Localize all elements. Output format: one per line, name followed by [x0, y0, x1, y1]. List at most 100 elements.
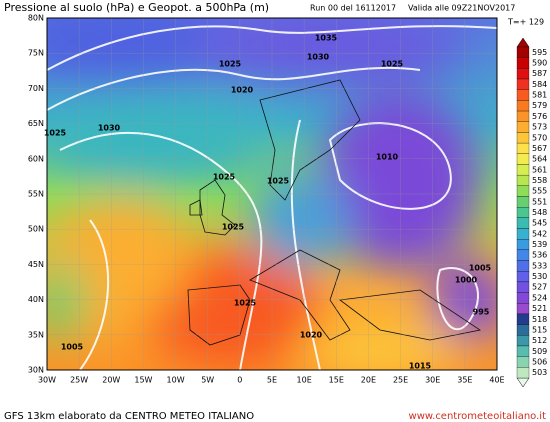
colorbar-label: 545 — [532, 219, 547, 228]
colorbar-label: 527 — [532, 283, 547, 292]
colorbar-swatch — [516, 185, 530, 197]
colorbar-label: 542 — [532, 229, 547, 238]
run: Run 00 del 16112017 — [310, 4, 396, 13]
isobar-label: 995 — [473, 308, 490, 317]
colorbar-swatch — [516, 57, 530, 69]
isobar-label: 1025 — [234, 299, 257, 308]
lat-label: 30N — [28, 366, 44, 375]
colorbar-label: 539 — [532, 240, 547, 249]
colorbar-swatch — [516, 121, 530, 133]
valid: Valida alle 09Z21NOV2017 — [408, 4, 515, 13]
colorbar-label: 506 — [532, 357, 547, 366]
colorbar-swatch — [516, 110, 530, 122]
colorbar-swatch — [516, 142, 530, 154]
lon-label: 30E — [425, 376, 440, 385]
isobar-label: 1025 — [213, 173, 236, 182]
colorbar-swatch — [516, 292, 530, 304]
title: Pressione al suolo (hPa) e Geopot. a 500… — [4, 1, 269, 14]
footer-left: GFS 13km elaborato da CENTRO METEO ITALI… — [4, 411, 254, 422]
map-frame — [46, 17, 498, 371]
footer-right: www.centrometeoitaliano.it — [409, 411, 547, 422]
colorbar-label: 564 — [532, 155, 547, 164]
colorbar-swatch — [516, 164, 530, 176]
colorbar-swatch — [516, 132, 530, 144]
lat-label: 75N — [28, 49, 44, 58]
colorbar-swatch — [516, 281, 530, 293]
colorbar-label: 536 — [532, 251, 547, 260]
isobar-label: 1020 — [300, 331, 323, 340]
colorbar-label: 521 — [532, 304, 547, 313]
lon-label: 20W — [102, 376, 120, 385]
colorbar-swatch — [516, 345, 530, 357]
colorbar-label: 530 — [532, 272, 547, 281]
colorbar-swatch — [516, 100, 530, 112]
lat-label: 35N — [28, 330, 44, 339]
isobar-label: 1015 — [409, 362, 432, 371]
colorbar-label: 555 — [532, 187, 547, 196]
map-field — [47, 18, 497, 370]
colorbar-label: 573 — [532, 123, 547, 132]
isobar-label: 1010 — [376, 153, 399, 162]
colorbar-label: 595 — [532, 48, 547, 57]
colorbar-arrow-bottom — [516, 377, 530, 388]
lat-label: 80N — [28, 14, 44, 23]
colorbar-swatch — [516, 174, 530, 186]
colorbar-swatch — [516, 207, 530, 218]
lat-label: 60N — [28, 154, 44, 163]
lon-label: 30W — [38, 376, 56, 385]
colorbar-label: 579 — [532, 101, 547, 110]
isobar-label: 1005 — [469, 264, 492, 273]
colorbar-label: 584 — [532, 80, 547, 89]
colorbar-label: 503 — [532, 368, 547, 377]
colorbar-swatch — [516, 153, 530, 165]
lon-label: 25E — [393, 376, 408, 385]
colorbar-swatch — [516, 68, 530, 80]
lat-label: 65N — [28, 119, 44, 128]
lon-label: 40E — [489, 376, 504, 385]
lon-label: 20E — [361, 376, 376, 385]
colorbar-swatch — [516, 303, 530, 315]
lat-label: 55N — [28, 190, 44, 199]
isobar-label: 1005 — [61, 343, 84, 352]
colorbar-label: 509 — [532, 347, 547, 356]
colorbar-label: 548 — [532, 208, 547, 217]
isobar-label: 1025 — [222, 223, 245, 232]
colorbar-swatch — [516, 260, 530, 272]
colorbar-arrow-top — [516, 37, 530, 48]
isobar-label: 1000 — [455, 276, 478, 285]
colorbar-swatch — [516, 313, 530, 325]
colorbar-label: 561 — [532, 165, 547, 174]
colorbar-swatch — [516, 239, 530, 251]
colorbar-swatch — [516, 324, 530, 336]
colorbar-label: 567 — [532, 144, 547, 153]
isobar-label: 1035 — [315, 34, 338, 43]
isobar-label: 1025 — [219, 60, 242, 69]
colorbar-swatch — [516, 46, 530, 58]
lat-label: 45N — [28, 260, 44, 269]
isobar-label: 1025 — [44, 129, 67, 138]
colorbar-label: 581 — [532, 91, 547, 100]
colorbar-label: 558 — [532, 176, 547, 185]
lon-label: 15W — [134, 376, 152, 385]
colorbar-swatch — [516, 335, 530, 347]
colorbar-swatch — [516, 249, 530, 261]
isobar-label: 1025 — [267, 177, 290, 186]
isobar-label: 1025 — [381, 60, 404, 69]
colorbar-label: 587 — [532, 69, 547, 78]
colorbar-label: 533 — [532, 261, 547, 270]
lon-label: 5E — [267, 376, 277, 385]
lon-label: 25W — [70, 376, 88, 385]
colorbar-swatch — [516, 89, 530, 101]
isobar-label: 1030 — [307, 53, 330, 62]
colorbar-swatch — [516, 228, 530, 240]
lon-label: 5W — [201, 376, 214, 385]
colorbar-label: 576 — [532, 112, 547, 121]
lon-label: 0 — [237, 376, 242, 385]
colorbar-label: 518 — [532, 315, 547, 324]
colorbar-swatch — [516, 356, 530, 368]
colorbar-label: 524 — [532, 293, 547, 302]
lat-label: 50N — [28, 225, 44, 234]
colorbar-label: 551 — [532, 197, 547, 206]
lon-label: 15E — [329, 376, 344, 385]
